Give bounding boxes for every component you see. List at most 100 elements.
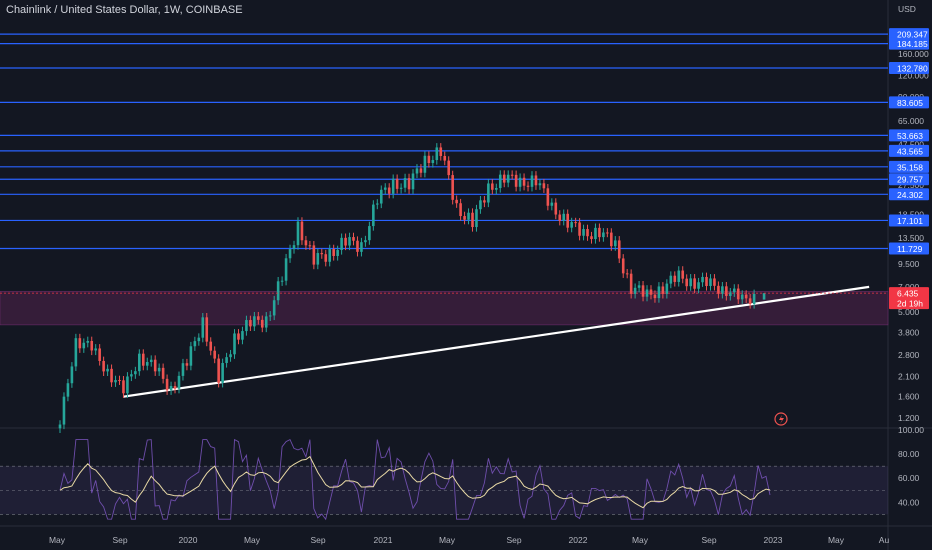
candle-body [554, 202, 558, 215]
candle-body [379, 189, 383, 204]
time-tick-label: 2021 [374, 535, 393, 545]
candle-body [134, 371, 137, 375]
level-price-label: 83.605 [897, 98, 923, 108]
candle-body [582, 229, 585, 236]
candle-body [762, 293, 766, 300]
candle-body [205, 317, 209, 342]
candle-body [157, 367, 161, 372]
candle-body [498, 174, 502, 189]
lightning-icon [774, 412, 788, 426]
candle-body [245, 320, 248, 332]
level-price-badge [889, 214, 929, 227]
candle-body [439, 147, 443, 156]
candle-body [621, 258, 625, 274]
candle-body [502, 174, 506, 183]
candle-body [114, 380, 117, 383]
candle-body [272, 300, 276, 316]
candle-body [300, 221, 304, 241]
candle-body [276, 281, 280, 301]
time-tick-label: May [49, 535, 66, 545]
level-price-label: 35.158 [897, 162, 923, 172]
candle-body [661, 286, 665, 294]
candle-body [522, 177, 526, 186]
candle-body [617, 240, 621, 259]
candle-body [431, 160, 435, 163]
candle-body [391, 178, 395, 194]
time-tick-label: Sep [310, 535, 325, 545]
level-price-badge [889, 61, 929, 74]
level-price-label: 132.780 [897, 63, 928, 73]
candle-body [740, 294, 744, 300]
candle-body [356, 240, 359, 252]
candle-body [340, 237, 343, 251]
candle-body [641, 285, 645, 297]
price-tick-label: 120.000 [898, 71, 929, 81]
level-price-label: 24.302 [897, 190, 923, 200]
candle-body [280, 280, 284, 282]
candle-body [697, 282, 700, 289]
candle-body [491, 183, 494, 190]
candle-body [241, 331, 244, 340]
level-price-label: 184.185 [897, 39, 928, 49]
candle-body [494, 188, 498, 190]
candle-body [130, 374, 133, 377]
support-zone [0, 290, 889, 326]
price-tick-label: 7.000 [898, 282, 920, 292]
time-tick-label: Sep [112, 535, 127, 545]
countdown-label: 2d 19h [897, 299, 923, 309]
candle-body [629, 273, 633, 294]
candle-body [213, 350, 216, 359]
candle-body [253, 316, 256, 327]
candle-body [598, 227, 601, 238]
candle-body [463, 216, 466, 220]
candle-body [209, 341, 213, 351]
candle-body [415, 168, 419, 174]
candle-body [566, 213, 569, 228]
candle-body [201, 317, 205, 338]
level-price-label: 29.757 [897, 175, 923, 185]
candle-body [550, 202, 554, 206]
candle-body [475, 209, 478, 228]
candle-body [483, 200, 486, 203]
price-tick-label: 65.000 [898, 116, 924, 126]
candle-body [403, 178, 407, 188]
candle-body [399, 187, 403, 189]
candle-body [316, 253, 320, 265]
rising-trendline [123, 285, 870, 398]
level-price-label: 17.101 [897, 216, 923, 226]
price-tick-label: 160.000 [898, 49, 929, 59]
candle-body [427, 155, 431, 163]
candle-body [141, 353, 145, 366]
rsi-tick-label: 60.00 [898, 473, 920, 483]
candle-body [685, 278, 688, 287]
candle-body [138, 353, 141, 372]
candle-body [447, 160, 451, 176]
rsi-tick-label: 40.00 [898, 497, 920, 507]
candle-body [574, 222, 577, 224]
candle-body [542, 183, 546, 189]
candle-body [411, 173, 415, 190]
candle-body [681, 270, 685, 279]
level-price-badge [889, 242, 929, 255]
candle-body [86, 340, 90, 343]
candle-body [181, 363, 185, 376]
rsi-tick-label: 100.00 [898, 425, 924, 435]
candle-body [633, 287, 637, 294]
candle-body [387, 187, 391, 194]
level-price-badge [889, 188, 929, 201]
candle-body [435, 147, 439, 161]
candle-body [102, 360, 105, 372]
candle-body [546, 188, 550, 206]
candle-body [736, 288, 740, 300]
candle-body [197, 337, 201, 342]
candle-body [70, 366, 74, 384]
level-price-label: 53.663 [897, 131, 923, 141]
candle-body [360, 242, 363, 252]
candle-body [149, 359, 153, 363]
candle-body [237, 333, 240, 340]
current-price-badge [889, 287, 929, 310]
level-price-badge [889, 144, 929, 157]
candle-body [368, 226, 371, 241]
